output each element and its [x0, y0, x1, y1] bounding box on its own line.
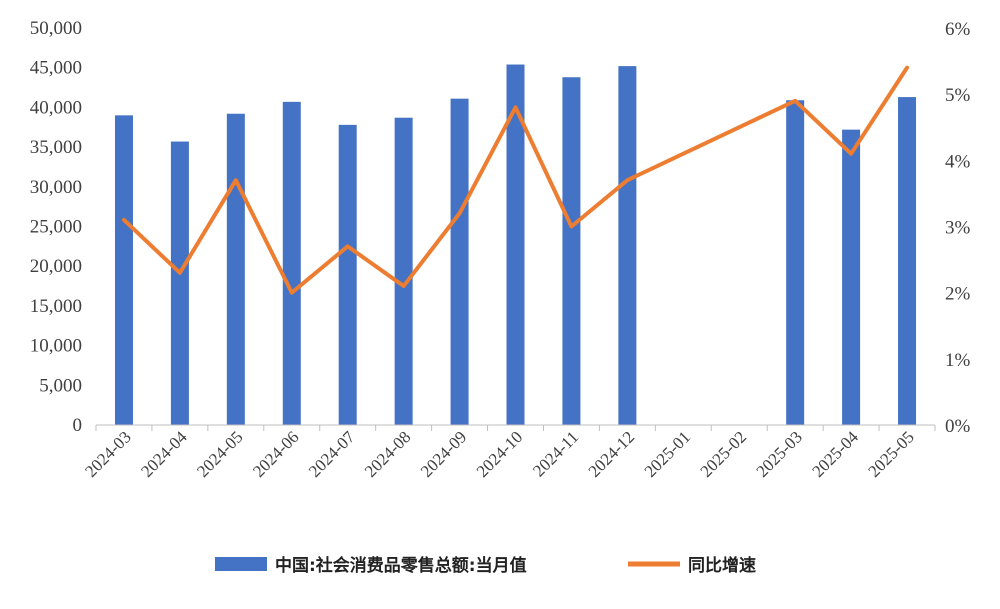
x-tick-label: 2025-02: [697, 427, 751, 481]
y-tick-labels: 0 5,000 10,000 15,000 20,000 25,000 30,000 35,0…: [30, 18, 971, 437]
legend-label-line: 同比增速: [688, 555, 756, 576]
x-tick-label: 2024-10: [473, 427, 527, 481]
legend: 中国:社会消费品零售总额:当月值 同比增速: [215, 555, 756, 576]
left-y-tick-label: 25,000: [30, 217, 82, 238]
x-tick-label: 2024-12: [585, 427, 639, 481]
bar-2024-12: [618, 66, 636, 425]
left-y-tick-label: 35,000: [30, 137, 82, 158]
x-tick-label: 2025-05: [864, 427, 918, 481]
bar-2024-09: [451, 99, 469, 425]
bar-series: [115, 65, 916, 425]
bar-2024-05: [227, 114, 245, 425]
bar-2024-04: [171, 142, 189, 425]
left-y-tick-label: 45,000: [30, 58, 82, 79]
x-tick-label: 2024-07: [305, 427, 359, 481]
left-y-tick-label: 30,000: [30, 177, 82, 198]
bar-2024-03: [115, 115, 133, 425]
x-tick-label: 2024-06: [249, 427, 303, 481]
x-tick-label: 2024-11: [529, 427, 582, 480]
x-tick-label: 2024-08: [361, 427, 415, 481]
right-y-tick-label: 4%: [945, 151, 971, 172]
right-y-tick-label: 1%: [945, 350, 971, 371]
left-y-tick-label: 0: [73, 415, 83, 436]
bar-2024-08: [395, 118, 413, 425]
x-tick-label: 2024-03: [81, 427, 135, 481]
left-y-tick-label: 5,000: [39, 375, 82, 396]
left-y-tick-label: 10,000: [30, 336, 82, 357]
left-y-tick-label: 40,000: [30, 97, 82, 118]
left-y-tick-label: 20,000: [30, 256, 82, 277]
left-y-tick-label: 50,000: [30, 18, 82, 39]
right-y-tick-label: 5%: [945, 85, 971, 106]
right-y-tick-label: 3%: [945, 218, 971, 239]
bar-2025-04: [842, 130, 860, 425]
x-tick-label: 2025-03: [752, 427, 806, 481]
bar-2025-03: [786, 100, 804, 425]
right-y-tick-label: 6%: [945, 19, 971, 40]
right-y-tick-label: 2%: [945, 284, 971, 305]
x-tick-label: 2025-01: [641, 427, 695, 481]
bar-2024-11: [562, 77, 580, 425]
x-tick-label: 2024-05: [193, 427, 247, 481]
left-y-tick-label: 15,000: [30, 296, 82, 317]
x-tick-label: 2024-09: [417, 427, 471, 481]
legend-label-bar: 中国:社会消费品零售总额:当月值: [275, 555, 527, 576]
bar-2024-07: [339, 125, 357, 425]
bar-2024-06: [283, 102, 301, 425]
bar-2025-05: [898, 97, 916, 425]
legend-swatch-bar: [215, 557, 267, 571]
x-tick-label: 2024-04: [137, 427, 191, 481]
x-tick-label: 2025-04: [808, 427, 862, 481]
right-y-tick-label: 0%: [945, 416, 971, 437]
